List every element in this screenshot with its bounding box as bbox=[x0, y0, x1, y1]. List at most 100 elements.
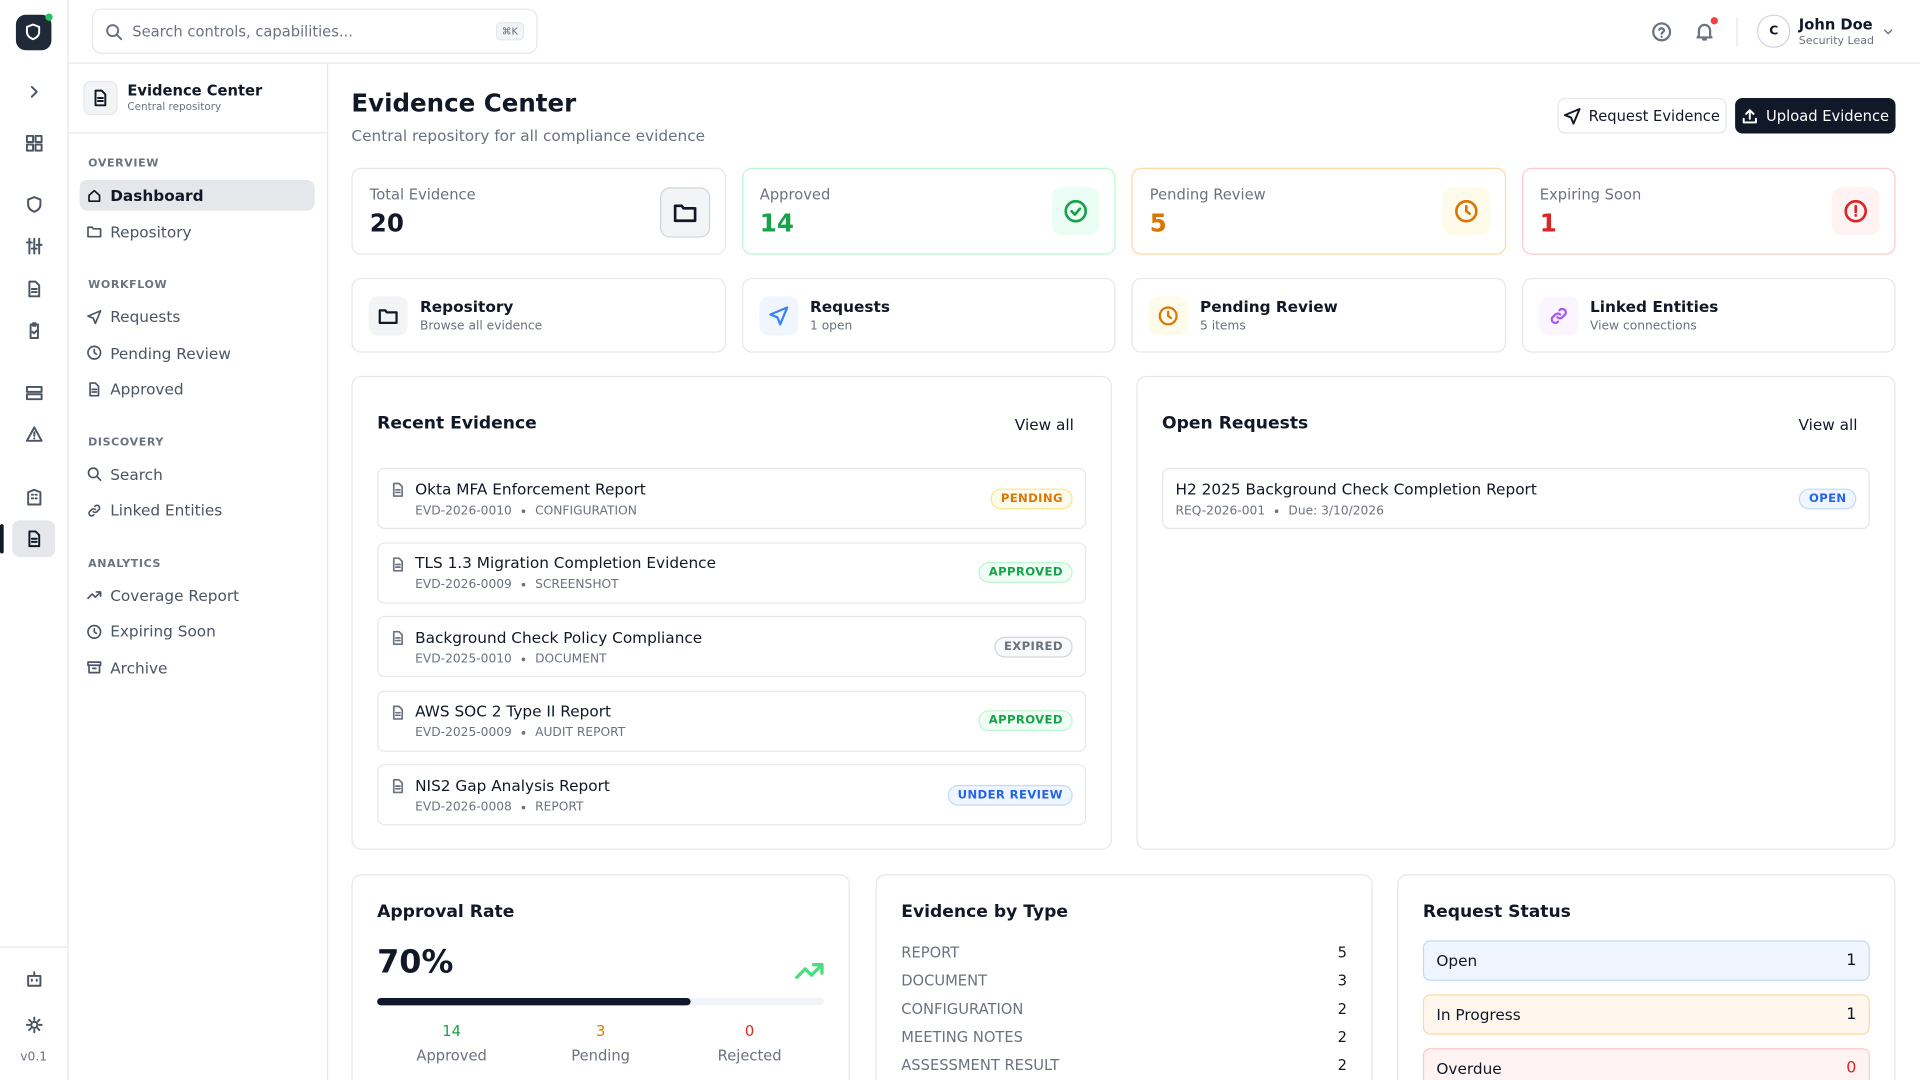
icon bbox=[88, 503, 101, 517]
rail-button[interactable] bbox=[12, 1007, 55, 1044]
nav-item[interactable]: Coverage Report bbox=[80, 580, 315, 611]
status-label: Open bbox=[1436, 951, 1478, 970]
row-id: EVD-2025-0010 bbox=[415, 652, 512, 666]
sidebar-title: Evidence Center bbox=[127, 82, 263, 100]
nav-label: Repository bbox=[110, 222, 192, 241]
list-row[interactable]: TLS 1.3 Migration Completion Evidence EVD… bbox=[377, 541, 1087, 604]
row-id: EVD-2026-0008 bbox=[415, 800, 512, 814]
nav-item[interactable]: Linked Entities bbox=[80, 495, 315, 526]
dot-separator bbox=[521, 731, 526, 735]
breakdown-value: 14 bbox=[442, 1022, 461, 1040]
summary-card: Evidence by Type REPORT 5 DOCUMENT 3 CONFIGUR… bbox=[875, 874, 1373, 1080]
nav-section-heading: ANALYTICS bbox=[88, 557, 162, 571]
rail-button[interactable] bbox=[12, 375, 55, 412]
card-title: Approval Rate bbox=[377, 902, 515, 923]
nav-item[interactable]: Archive bbox=[80, 652, 315, 683]
list-row[interactable]: AWS SOC 2 Type II Report EVD-2025-0009 AUD… bbox=[377, 690, 1087, 752]
rail-button[interactable] bbox=[12, 416, 55, 453]
type-row: REPORT 5 bbox=[901, 944, 1347, 972]
rail-button[interactable] bbox=[12, 186, 55, 223]
nav-item[interactable]: Expiring Soon bbox=[80, 616, 315, 647]
list-row[interactable]: Okta MFA Enforcement Report EVD-2026-0010… bbox=[377, 467, 1087, 529]
help-icon[interactable] bbox=[1652, 22, 1672, 42]
icon-rail: v0.1 bbox=[0, 0, 69, 1080]
status-badge: OPEN bbox=[1799, 487, 1857, 509]
nav-item[interactable]: Requests bbox=[80, 301, 315, 332]
nav-item[interactable]: Approved bbox=[80, 373, 315, 404]
stat-card: Approved 14 bbox=[741, 167, 1116, 255]
rail-button[interactable] bbox=[12, 271, 55, 308]
rail-button[interactable] bbox=[12, 125, 55, 162]
icon bbox=[30, 85, 38, 98]
row-meta: EVD-2025-0010 DOCUMENT bbox=[415, 652, 984, 665]
breakdown: 14 Approved 3 Pending 0 Rejected bbox=[377, 1022, 824, 1064]
icon bbox=[26, 971, 41, 987]
breakdown-item: 3 Pending bbox=[526, 1022, 675, 1064]
nav-label: Dashboard bbox=[110, 186, 204, 205]
page-title: Evidence Center bbox=[351, 88, 577, 118]
nav-section-heading: OVERVIEW bbox=[88, 157, 159, 171]
shortcut-card[interactable]: Linked Entities View connections bbox=[1521, 277, 1896, 353]
icon bbox=[25, 134, 43, 152]
shortcut-text: Requests 1 open bbox=[810, 298, 890, 334]
panel: Open Requests View all H2 2025 Background … bbox=[1136, 375, 1896, 850]
icon bbox=[1454, 199, 1478, 223]
notifications-icon[interactable] bbox=[1695, 22, 1715, 42]
rail-button[interactable] bbox=[12, 73, 55, 110]
panel-title: Open Requests bbox=[1162, 413, 1309, 434]
icon bbox=[25, 385, 43, 401]
view-all-link[interactable]: View all bbox=[1014, 414, 1074, 433]
logo[interactable] bbox=[15, 13, 53, 51]
icon bbox=[87, 661, 102, 674]
rail-button[interactable] bbox=[12, 520, 56, 558]
list-row[interactable]: Background Check Policy Compliance EVD-20… bbox=[377, 615, 1087, 678]
nav-item[interactable]: Search bbox=[80, 459, 315, 490]
search-placeholder: Search controls, capabilities... bbox=[132, 22, 353, 40]
row-text: Background Check Policy Compliance EVD-20… bbox=[415, 628, 984, 666]
shortcut-card[interactable]: Pending Review 5 items bbox=[1131, 277, 1506, 353]
icon bbox=[87, 467, 102, 482]
type-row: ASSESSMENT RESULT 2 bbox=[901, 1057, 1347, 1080]
rail-button[interactable] bbox=[12, 479, 55, 516]
search-box[interactable]: Search controls, capabilities... ⌘K bbox=[91, 8, 538, 54]
rail-button[interactable] bbox=[12, 312, 55, 349]
row-id: EVD-2026-0010 bbox=[415, 503, 512, 518]
upload-evidence-button[interactable]: Upload Evidence bbox=[1735, 97, 1896, 134]
stat-icon bbox=[1831, 187, 1880, 236]
icon bbox=[1844, 199, 1868, 223]
request-evidence-button[interactable]: Request Evidence bbox=[1557, 97, 1727, 134]
nav-item[interactable]: Pending Review bbox=[80, 337, 315, 368]
status-badge: UNDER REVIEW bbox=[947, 784, 1073, 806]
list-row[interactable]: H2 2025 Background Check Completion Repo… bbox=[1162, 467, 1870, 529]
breakdown-item: 0 Rejected bbox=[675, 1022, 824, 1064]
status-label: In Progress bbox=[1436, 1005, 1521, 1024]
approval-rate-value: 70% bbox=[377, 944, 454, 981]
rail-button[interactable] bbox=[12, 961, 55, 998]
icon bbox=[795, 963, 824, 980]
nav-label: Expiring Soon bbox=[110, 622, 216, 641]
status-count: 0 bbox=[1846, 1059, 1857, 1078]
breakdown-value: 3 bbox=[595, 1022, 606, 1040]
row-title: TLS 1.3 Migration Completion Evidence bbox=[415, 553, 716, 572]
stat-value: 14 bbox=[759, 208, 794, 238]
shortcut: ⌘K bbox=[495, 22, 525, 41]
rail-divider bbox=[0, 946, 68, 948]
row-detail: CONFIGURATION bbox=[535, 503, 637, 518]
nav-label: Linked Entities bbox=[110, 500, 223, 520]
type-label: DOCUMENT bbox=[901, 972, 988, 990]
type-row: CONFIGURATION 2 bbox=[901, 1000, 1347, 1028]
icon bbox=[1158, 305, 1178, 325]
shortcut-card[interactable]: Requests 1 open bbox=[741, 277, 1116, 353]
list-row[interactable]: NIS2 Gap Analysis Report EVD-2026-0008 REP… bbox=[377, 764, 1087, 826]
nav-item[interactable]: Dashboard bbox=[79, 180, 315, 211]
shortcut-card[interactable]: Repository Browse all evidence bbox=[351, 277, 726, 353]
dot-separator bbox=[521, 805, 526, 809]
rail-button[interactable] bbox=[12, 228, 55, 265]
view-all-link[interactable]: View all bbox=[1798, 414, 1858, 433]
user-menu[interactable]: C John Doe Security Lead bbox=[1757, 14, 1895, 48]
nav-item[interactable]: Repository bbox=[80, 216, 315, 247]
row-meta: REQ-2026-001 Due: 3/10/2026 bbox=[1176, 504, 1790, 517]
shortcut-title: Requests bbox=[810, 297, 890, 316]
status-count: 1 bbox=[1846, 1005, 1857, 1024]
